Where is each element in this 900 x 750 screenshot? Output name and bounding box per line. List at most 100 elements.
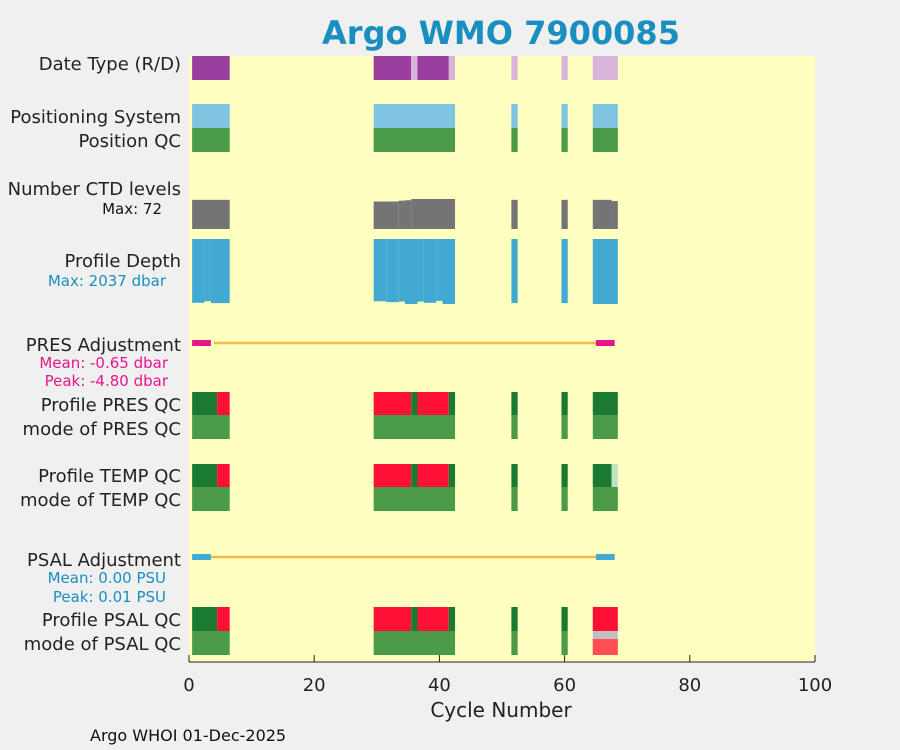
profile-pres-qc-cell bbox=[411, 392, 418, 415]
date-type-cell bbox=[511, 56, 518, 80]
row-labels: Date Type (R/D) Positioning System Positio… bbox=[8, 54, 181, 655]
annotation-text: Max: 72 bbox=[102, 200, 162, 218]
profile-depth-bar bbox=[404, 239, 418, 304]
profile-psal-qc-cell bbox=[448, 607, 456, 631]
mode-temp-qc-cell bbox=[192, 487, 230, 511]
positioning-system-cell bbox=[592, 104, 618, 128]
chart-title: Argo WMO 7900085 bbox=[322, 14, 680, 52]
number-ctd-levels-bar bbox=[404, 200, 412, 229]
qc-bands bbox=[192, 56, 618, 655]
number-ctd-levels-bar bbox=[192, 199, 230, 229]
mode-pres-qc-cell bbox=[592, 415, 618, 439]
x-axis-label: Cycle Number bbox=[430, 698, 572, 722]
mode-psal-qc-lower-cell bbox=[592, 639, 618, 655]
profile-temp-qc-cell bbox=[448, 464, 456, 487]
profile-depth-bar bbox=[417, 239, 424, 302]
row-label: Position QC bbox=[78, 131, 181, 152]
position-qc-cell bbox=[511, 128, 518, 152]
profile-psal-qc-cell bbox=[561, 607, 568, 631]
row-label: Number CTD levels bbox=[8, 179, 181, 200]
row-label: PSAL Adjustment bbox=[27, 550, 181, 571]
number-ctd-levels-bar bbox=[511, 199, 518, 229]
profile-depth-bar bbox=[398, 239, 405, 302]
mode-psal-qc-cell bbox=[192, 631, 230, 655]
profile-temp-qc-cell bbox=[611, 464, 618, 487]
plot-background bbox=[189, 56, 815, 662]
profile-depth-bar bbox=[436, 239, 443, 301]
ctd-level-bars bbox=[192, 199, 618, 229]
profile-pres-qc-cell bbox=[561, 392, 568, 415]
profile-depth-bars bbox=[192, 239, 618, 304]
footer-credit: Argo WHOI 01-Dec-2025 bbox=[90, 726, 286, 745]
x-tick-label: 20 bbox=[303, 675, 326, 696]
annotation-text: Peak: 0.01 PSU bbox=[53, 588, 166, 606]
position-qc-cell bbox=[373, 128, 456, 152]
profile-pres-qc-cell bbox=[192, 392, 218, 415]
profile-temp-qc-cell bbox=[411, 464, 418, 487]
profile-psal-qc-cell bbox=[511, 607, 518, 631]
positioning-system-cell bbox=[192, 104, 230, 128]
row-label: mode of TEMP QC bbox=[20, 490, 181, 511]
mode-pres-qc-cell bbox=[561, 415, 568, 439]
profile-depth-bar bbox=[592, 239, 618, 304]
positioning-system-cell bbox=[561, 104, 568, 128]
profile-psal-qc-cell bbox=[192, 607, 218, 631]
profile-pres-qc-cell bbox=[417, 392, 449, 415]
mode-temp-qc-cell bbox=[592, 487, 618, 511]
x-tick-label: 60 bbox=[553, 675, 576, 696]
profile-temp-qc-cell bbox=[561, 464, 568, 487]
profile-temp-qc-cell bbox=[511, 464, 518, 487]
profile-depth-bar bbox=[511, 239, 518, 304]
profile-psal-qc-cell bbox=[417, 607, 449, 631]
row-label: Profile Depth bbox=[64, 251, 181, 272]
number-ctd-levels-bar bbox=[398, 200, 405, 229]
x-ticks: 0 20 40 60 80 100 bbox=[183, 655, 832, 696]
number-ctd-levels-bar bbox=[592, 199, 612, 229]
profile-psal-qc-cell bbox=[592, 607, 618, 631]
mode-psal-qc-cell bbox=[561, 631, 568, 655]
row-label: Positioning System bbox=[10, 107, 181, 128]
number-ctd-levels-bar bbox=[561, 199, 568, 229]
row-label: PRES Adjustment bbox=[26, 335, 181, 356]
profile-temp-qc-cell bbox=[592, 464, 612, 487]
profile-depth-bar bbox=[423, 239, 437, 303]
profile-temp-qc-cell bbox=[373, 464, 412, 487]
profile-pres-qc-cell bbox=[448, 392, 456, 415]
row-label: Profile PSAL QC bbox=[42, 610, 181, 631]
adjustment-lines bbox=[192, 340, 615, 560]
row-label: Date Type (R/D) bbox=[39, 54, 181, 75]
mode-psal-qc-cell bbox=[511, 631, 518, 655]
mode-temp-qc-cell bbox=[511, 487, 518, 511]
x-tick-label: 100 bbox=[798, 675, 832, 696]
mode-temp-qc-cell bbox=[561, 487, 568, 511]
profile-depth-bar bbox=[373, 239, 387, 302]
annotation-text: Peak: -4.80 dbar bbox=[45, 372, 169, 390]
positioning-system-cell bbox=[373, 104, 456, 128]
profile-depth-bar bbox=[561, 239, 568, 304]
row-label: Profile PRES QC bbox=[41, 395, 181, 416]
date-type-cell bbox=[373, 56, 412, 80]
positioning-system-cell bbox=[511, 104, 518, 128]
profile-psal-qc-cell bbox=[373, 607, 412, 631]
date-type-cell bbox=[411, 56, 418, 80]
row-label: mode of PSAL QC bbox=[24, 634, 181, 655]
row-label: Profile TEMP QC bbox=[38, 466, 181, 487]
profile-pres-qc-cell bbox=[511, 392, 518, 415]
mode-pres-qc-cell bbox=[192, 415, 230, 439]
x-tick-label: 80 bbox=[678, 675, 701, 696]
profile-temp-qc-cell bbox=[417, 464, 449, 487]
date-type-cell bbox=[561, 56, 568, 80]
date-type-cell bbox=[192, 56, 230, 80]
number-ctd-levels-bar bbox=[611, 201, 618, 229]
profile-depth-bar bbox=[386, 239, 399, 303]
profile-pres-qc-cell bbox=[592, 392, 618, 415]
mode-psal-qc-cell bbox=[373, 631, 456, 655]
number-ctd-levels-bar bbox=[373, 201, 399, 229]
profile-psal-qc-cell bbox=[411, 607, 418, 631]
mode-pres-qc-cell bbox=[373, 415, 456, 439]
mode-temp-qc-cell bbox=[373, 487, 456, 511]
date-type-cell bbox=[448, 56, 456, 80]
profile-temp-qc-cell bbox=[217, 464, 230, 487]
